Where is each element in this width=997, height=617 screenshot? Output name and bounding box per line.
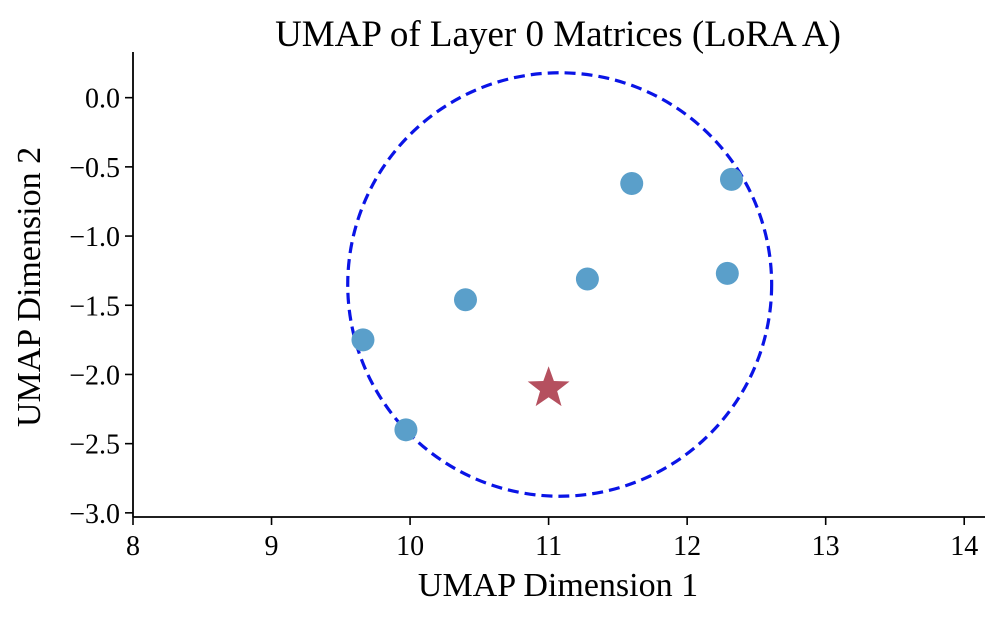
y-ticks: 0.0 −0.5 −1.0 −1.5 −2.0 −2.5 −3.0 xyxy=(69,84,133,530)
dashed-circle-annotation xyxy=(346,71,774,498)
x-tick-label: 10 xyxy=(396,531,424,562)
scatter-point xyxy=(715,261,739,285)
scatter-point xyxy=(620,171,644,195)
y-tick-label: −3.0 xyxy=(69,499,120,530)
data-points-layer xyxy=(351,167,743,442)
x-ticks: 8 9 10 11 12 13 14 xyxy=(126,517,978,562)
y-tick-label: 0.0 xyxy=(85,84,120,115)
x-tick-label: 8 xyxy=(126,531,140,562)
y-tick-label: −2.5 xyxy=(69,430,120,461)
annotation-layer xyxy=(346,71,774,498)
x-tick-label: 12 xyxy=(673,531,701,562)
scatter-point xyxy=(719,167,743,191)
scatter-point xyxy=(453,288,477,312)
scatter-point xyxy=(351,328,375,352)
y-axis-label: UMAP Dimension 2 xyxy=(11,147,48,427)
x-axis-label: UMAP Dimension 1 xyxy=(418,567,698,604)
x-tick-label: 11 xyxy=(535,531,562,562)
y-tick-label: −1.5 xyxy=(69,291,120,322)
scatter-point xyxy=(394,418,418,442)
x-tick-label: 9 xyxy=(265,531,279,562)
star-point xyxy=(527,366,570,407)
y-tick-label: −2.0 xyxy=(69,360,120,391)
x-tick-label: 13 xyxy=(812,531,840,562)
scatter-point xyxy=(575,267,599,291)
chart-title: UMAP of Layer 0 Matrices (LoRA A) xyxy=(275,14,841,55)
y-tick-label: −0.5 xyxy=(69,153,120,184)
y-tick-label: −1.0 xyxy=(69,222,120,253)
axes-layer xyxy=(132,52,985,518)
x-tick-label: 14 xyxy=(950,531,978,562)
